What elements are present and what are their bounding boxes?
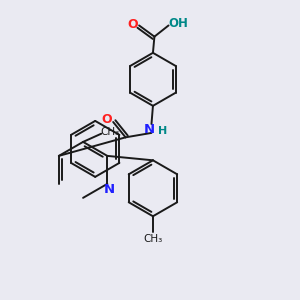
Text: CH₃: CH₃ xyxy=(100,127,120,137)
Text: N: N xyxy=(104,183,115,196)
Text: CH₃: CH₃ xyxy=(143,234,163,244)
Text: O: O xyxy=(127,18,138,31)
Text: O: O xyxy=(101,113,112,126)
Text: N: N xyxy=(144,123,155,136)
Text: OH: OH xyxy=(169,17,188,30)
Text: H: H xyxy=(158,126,167,136)
